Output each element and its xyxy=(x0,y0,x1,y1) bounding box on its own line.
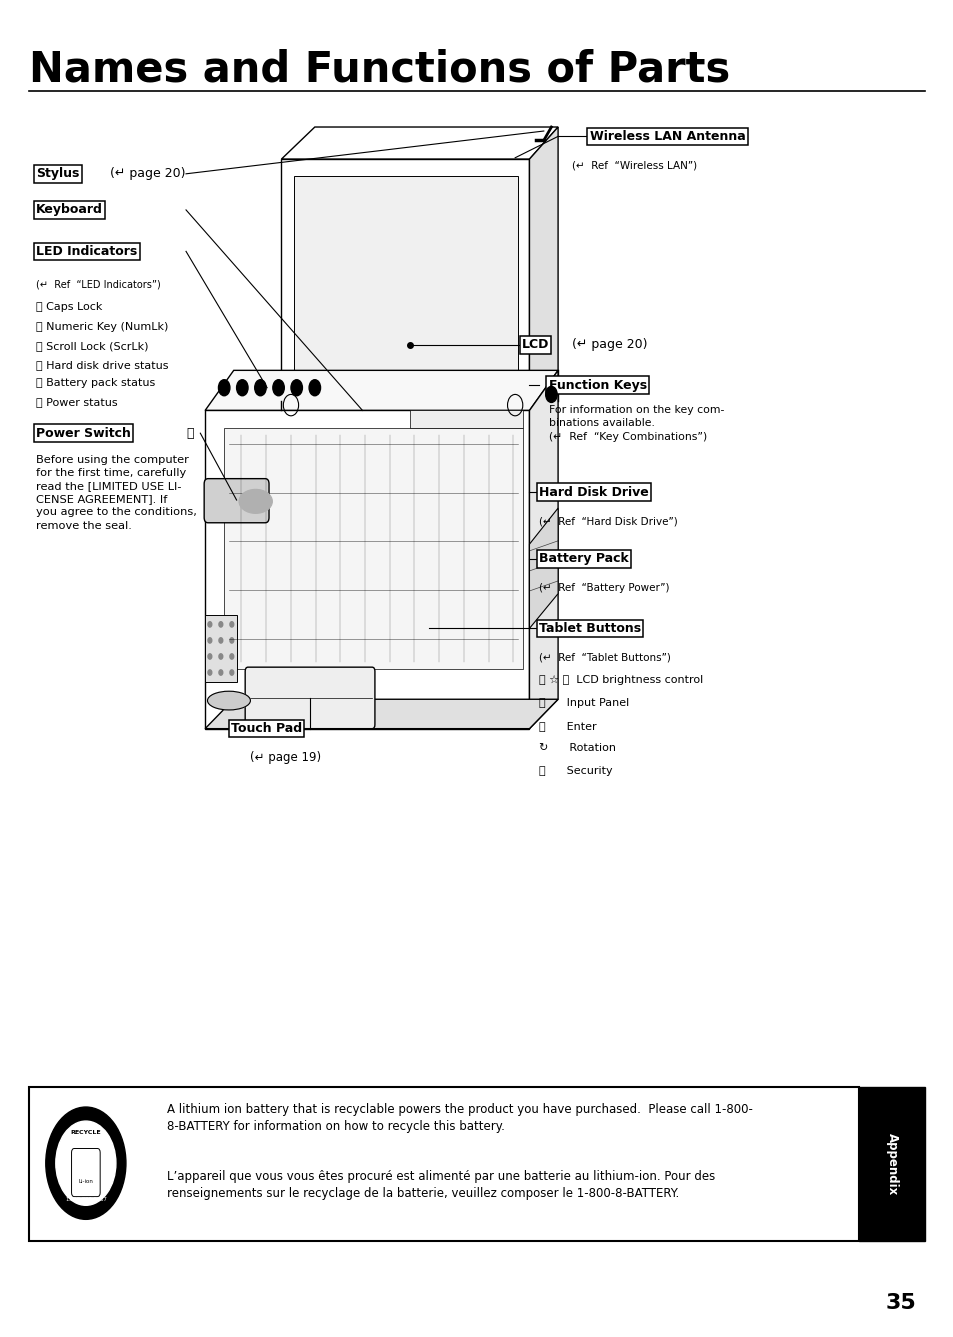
Text: For information on the key com-
binations available.
(↵  Ref  “Key Combinations”: For information on the key com- bination… xyxy=(548,405,723,441)
Text: L’appareil que vous vous êtes procuré est alimenté par une batterie au lithium-i: L’appareil que vous vous êtes procuré es… xyxy=(167,1170,715,1201)
Text: RBRC: RBRC xyxy=(78,1151,93,1155)
Circle shape xyxy=(230,654,233,659)
Text: ⓪ ☆ ⓪  LCD brightness control: ⓪ ☆ ⓪ LCD brightness control xyxy=(538,675,702,686)
Circle shape xyxy=(218,380,230,396)
Text: Ⓕ Power status: Ⓕ Power status xyxy=(36,397,118,406)
FancyBboxPatch shape xyxy=(858,1087,924,1241)
Text: Keyboard: Keyboard xyxy=(36,203,103,217)
Ellipse shape xyxy=(207,691,250,710)
Polygon shape xyxy=(205,615,236,682)
Text: (↵ page 19): (↵ page 19) xyxy=(250,751,321,765)
FancyBboxPatch shape xyxy=(245,667,375,729)
Circle shape xyxy=(545,386,557,402)
Text: Appendix: Appendix xyxy=(884,1132,898,1195)
Circle shape xyxy=(208,654,212,659)
Circle shape xyxy=(46,1107,126,1219)
Text: Ⓒ Scroll Lock (ScrLk): Ⓒ Scroll Lock (ScrLk) xyxy=(36,341,149,350)
Text: (↵  Ref  “Hard Disk Drive”): (↵ Ref “Hard Disk Drive”) xyxy=(538,516,677,525)
Polygon shape xyxy=(205,370,558,410)
Text: ➿      Security: ➿ Security xyxy=(538,766,612,775)
Circle shape xyxy=(291,380,302,396)
Text: Ⓐ Caps Lock: Ⓐ Caps Lock xyxy=(36,302,103,312)
Text: Ⓑ Numeric Key (NumLk): Ⓑ Numeric Key (NumLk) xyxy=(36,322,169,332)
Text: Stylus: Stylus xyxy=(36,167,79,180)
Polygon shape xyxy=(281,159,529,401)
Text: Tablet Buttons: Tablet Buttons xyxy=(538,622,640,635)
Text: (↵  Ref  “Wireless LAN”): (↵ Ref “Wireless LAN”) xyxy=(572,160,697,170)
Text: 35: 35 xyxy=(884,1293,915,1313)
Text: (↵  Ref  “Battery Power”): (↵ Ref “Battery Power”) xyxy=(538,583,669,592)
Text: LCD: LCD xyxy=(521,338,549,352)
Text: (↵  Ref  “LED Indicators”): (↵ Ref “LED Indicators”) xyxy=(36,279,161,289)
Circle shape xyxy=(230,670,233,675)
Circle shape xyxy=(273,380,284,396)
Text: ↻      Rotation: ↻ Rotation xyxy=(538,743,616,753)
Polygon shape xyxy=(529,508,558,628)
Text: Names and Functions of Parts: Names and Functions of Parts xyxy=(29,48,729,90)
Circle shape xyxy=(55,1120,116,1206)
Text: (↵ page 20): (↵ page 20) xyxy=(110,167,185,180)
Text: Li-ion: Li-ion xyxy=(78,1179,93,1183)
Text: ⦿      Input Panel: ⦿ Input Panel xyxy=(538,698,629,707)
Ellipse shape xyxy=(238,489,273,513)
FancyBboxPatch shape xyxy=(29,1087,858,1241)
Circle shape xyxy=(230,622,233,627)
Text: LED Indicators: LED Indicators xyxy=(36,245,137,258)
FancyBboxPatch shape xyxy=(71,1148,100,1197)
Polygon shape xyxy=(529,370,558,729)
FancyBboxPatch shape xyxy=(204,479,269,523)
Circle shape xyxy=(218,622,222,627)
Text: ⦾      Enter: ⦾ Enter xyxy=(538,721,596,730)
Text: A lithium ion battery that is recyclable powers the product you have purchased. : A lithium ion battery that is recyclable… xyxy=(167,1103,752,1132)
Circle shape xyxy=(218,670,222,675)
Text: (↵  Ref  “Tablet Buttons”): (↵ Ref “Tablet Buttons”) xyxy=(538,652,670,662)
Polygon shape xyxy=(410,410,522,428)
Text: Wireless LAN Antenna: Wireless LAN Antenna xyxy=(589,130,744,143)
Polygon shape xyxy=(205,410,529,729)
Circle shape xyxy=(208,622,212,627)
Text: ⏻: ⏻ xyxy=(186,427,193,440)
Circle shape xyxy=(218,638,222,643)
Circle shape xyxy=(230,638,233,643)
Text: RECYCLE: RECYCLE xyxy=(71,1130,101,1135)
Circle shape xyxy=(254,380,266,396)
Text: Hard Disk Drive: Hard Disk Drive xyxy=(538,485,648,499)
Text: Ⓔ Battery pack status: Ⓔ Battery pack status xyxy=(36,378,155,388)
Text: Function Keys: Function Keys xyxy=(548,378,646,392)
Text: Battery Pack: Battery Pack xyxy=(538,552,628,566)
Text: Before using the computer
for the first time, carefully
read the [LIMITED USE LI: Before using the computer for the first … xyxy=(36,455,197,531)
Circle shape xyxy=(218,654,222,659)
Text: 1.800.822.8837: 1.800.822.8837 xyxy=(65,1197,107,1202)
Circle shape xyxy=(208,638,212,643)
Text: Touch Pad: Touch Pad xyxy=(231,722,302,735)
Polygon shape xyxy=(224,428,522,668)
Circle shape xyxy=(309,380,320,396)
Polygon shape xyxy=(294,176,517,385)
Polygon shape xyxy=(529,127,558,401)
Polygon shape xyxy=(205,699,558,729)
Text: Ⓓ Hard disk drive status: Ⓓ Hard disk drive status xyxy=(36,360,169,369)
Text: (↵ page 20): (↵ page 20) xyxy=(572,338,647,352)
Circle shape xyxy=(236,380,248,396)
Text: Power Switch: Power Switch xyxy=(36,427,131,440)
Circle shape xyxy=(208,670,212,675)
